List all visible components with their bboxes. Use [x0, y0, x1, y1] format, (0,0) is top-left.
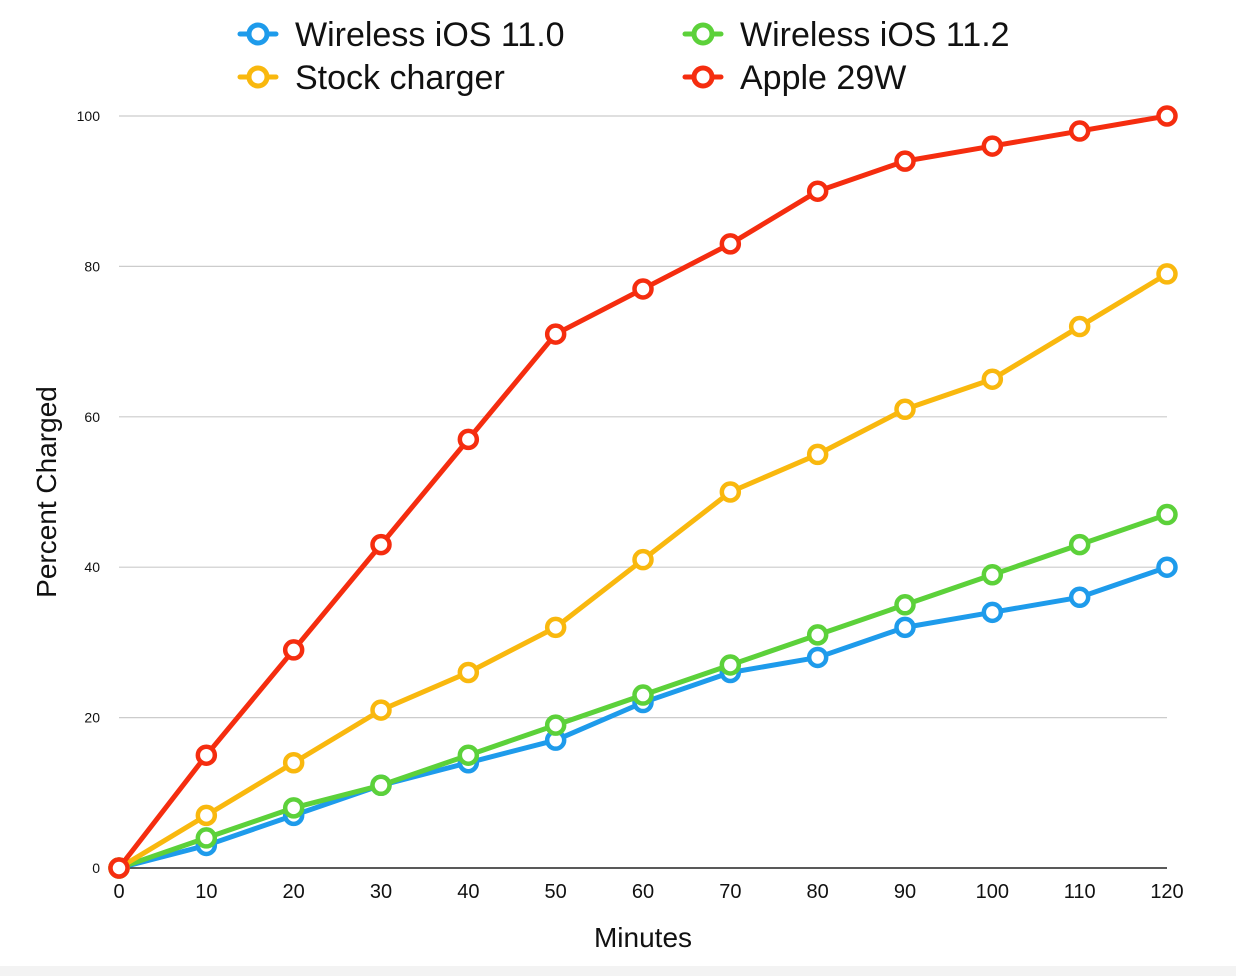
point-stock-charger-50	[544, 616, 567, 639]
legend-item-wireless-ios-11-2: Wireless iOS 11.2	[682, 16, 1010, 54]
legend-label-wireless-ios-11-2: Wireless iOS 11.2	[740, 16, 1010, 54]
x-axis-tick-labels: 0 10 20 30 40 50 60 70 80 90 100 110 120	[113, 881, 1183, 903]
point-apple-29w-10	[195, 744, 218, 766]
x-tick-label-20: 20	[283, 881, 305, 903]
point-wireless-ios-11-2-60	[632, 684, 654, 706]
legend-marker-wireless-ios-11-0	[246, 22, 270, 46]
y-tick-label-60: 60	[84, 409, 100, 425]
y-tick-label-20: 20	[84, 710, 100, 726]
point-wireless-ios-11-2-50	[544, 714, 567, 736]
x-tick-label-110: 110	[1064, 881, 1096, 903]
point-wireless-ios-11-0-90	[894, 616, 916, 639]
legend-item-stock-charger: Stock charger	[237, 59, 505, 97]
x-tick-label-100: 100	[976, 881, 1009, 903]
point-wireless-ios-11-2-10	[195, 827, 218, 849]
point-stock-charger-100	[981, 368, 1004, 390]
point-stock-charger-30	[370, 699, 392, 721]
point-stock-charger-40	[457, 661, 480, 684]
point-stock-charger-20	[282, 751, 305, 774]
point-apple-29w-110	[1068, 120, 1091, 142]
point-wireless-ios-11-0-110	[1068, 586, 1091, 609]
point-wireless-ios-11-2-100	[981, 563, 1004, 586]
series-layer	[108, 105, 1178, 879]
legend-marker-stock-charger	[246, 65, 270, 89]
y-axis-title: Percent Charged	[31, 386, 62, 598]
point-wireless-ios-11-2-80	[806, 624, 829, 646]
series-stock-charger	[108, 263, 1178, 879]
point-wireless-ios-11-0-120	[1156, 556, 1178, 578]
point-apple-29w-50	[544, 323, 567, 345]
legend-label-apple-29w: Apple 29W	[740, 59, 906, 97]
point-wireless-ios-11-2-110	[1068, 533, 1091, 556]
legend-item-wireless-ios-11-0: Wireless iOS 11.0	[237, 16, 565, 54]
legend-item-apple-29w: Apple 29W	[682, 59, 906, 97]
chart-legend: Wireless iOS 11.0 Wireless iOS 11.2 Stock …	[237, 16, 1010, 97]
point-apple-29w-60	[632, 278, 654, 300]
series-line-apple-29w	[116, 113, 1170, 871]
point-stock-charger-120	[1156, 263, 1178, 285]
x-tick-label-40: 40	[457, 881, 479, 903]
y-tick-label-0: 0	[92, 860, 100, 876]
legend-marker-wireless-ios-11-2	[691, 22, 715, 46]
point-apple-29w-120	[1156, 105, 1178, 127]
x-tick-label-30: 30	[370, 881, 392, 903]
legend-label-stock-charger: Stock charger	[295, 59, 505, 97]
x-tick-label-50: 50	[545, 881, 567, 903]
point-wireless-ios-11-2-20	[282, 797, 305, 819]
x-tick-label-70: 70	[719, 881, 741, 903]
y-tick-label-100: 100	[77, 108, 101, 124]
point-stock-charger-90	[894, 398, 916, 421]
x-tick-label-120: 120	[1150, 881, 1183, 903]
bottom-edge-strip	[0, 966, 1236, 976]
x-tick-label-60: 60	[632, 881, 654, 903]
point-apple-29w-30	[370, 533, 392, 556]
y-axis-tick-labels: 0 20 40 60 80 100	[77, 108, 101, 876]
series-apple-29w	[108, 105, 1178, 879]
y-tick-label-80: 80	[84, 258, 100, 274]
point-stock-charger-110	[1068, 315, 1091, 338]
x-axis-title: Minutes	[594, 922, 692, 953]
point-stock-charger-80	[806, 443, 829, 466]
point-apple-29w-40	[457, 428, 480, 451]
point-wireless-ios-11-0-80	[806, 646, 829, 669]
y-tick-label-40: 40	[84, 559, 100, 575]
point-stock-charger-60	[632, 548, 654, 571]
point-wireless-ios-11-2-40	[457, 744, 480, 766]
legend-label-wireless-ios-11-0: Wireless iOS 11.0	[295, 16, 565, 54]
point-stock-charger-70	[719, 481, 742, 503]
legend-marker-apple-29w	[691, 65, 715, 89]
x-tick-label-90: 90	[894, 881, 916, 903]
point-apple-29w-0	[108, 857, 130, 879]
point-wireless-ios-11-2-30	[370, 774, 392, 797]
point-apple-29w-90	[894, 150, 916, 172]
point-wireless-ios-11-2-120	[1156, 503, 1178, 526]
point-stock-charger-10	[195, 804, 218, 827]
point-apple-29w-70	[719, 233, 742, 255]
x-tick-label-0: 0	[113, 881, 124, 903]
x-tick-label-80: 80	[807, 881, 829, 903]
point-apple-29w-80	[806, 180, 829, 202]
series-wireless-ios-11-2	[108, 503, 1178, 879]
point-wireless-ios-11-2-70	[719, 654, 742, 676]
point-apple-29w-20	[282, 639, 305, 661]
point-wireless-ios-11-0-100	[981, 601, 1004, 624]
horizontal-gridlines	[119, 115, 1167, 719]
point-apple-29w-100	[981, 135, 1004, 157]
x-tick-label-10: 10	[195, 881, 217, 903]
point-wireless-ios-11-2-90	[894, 594, 916, 616]
